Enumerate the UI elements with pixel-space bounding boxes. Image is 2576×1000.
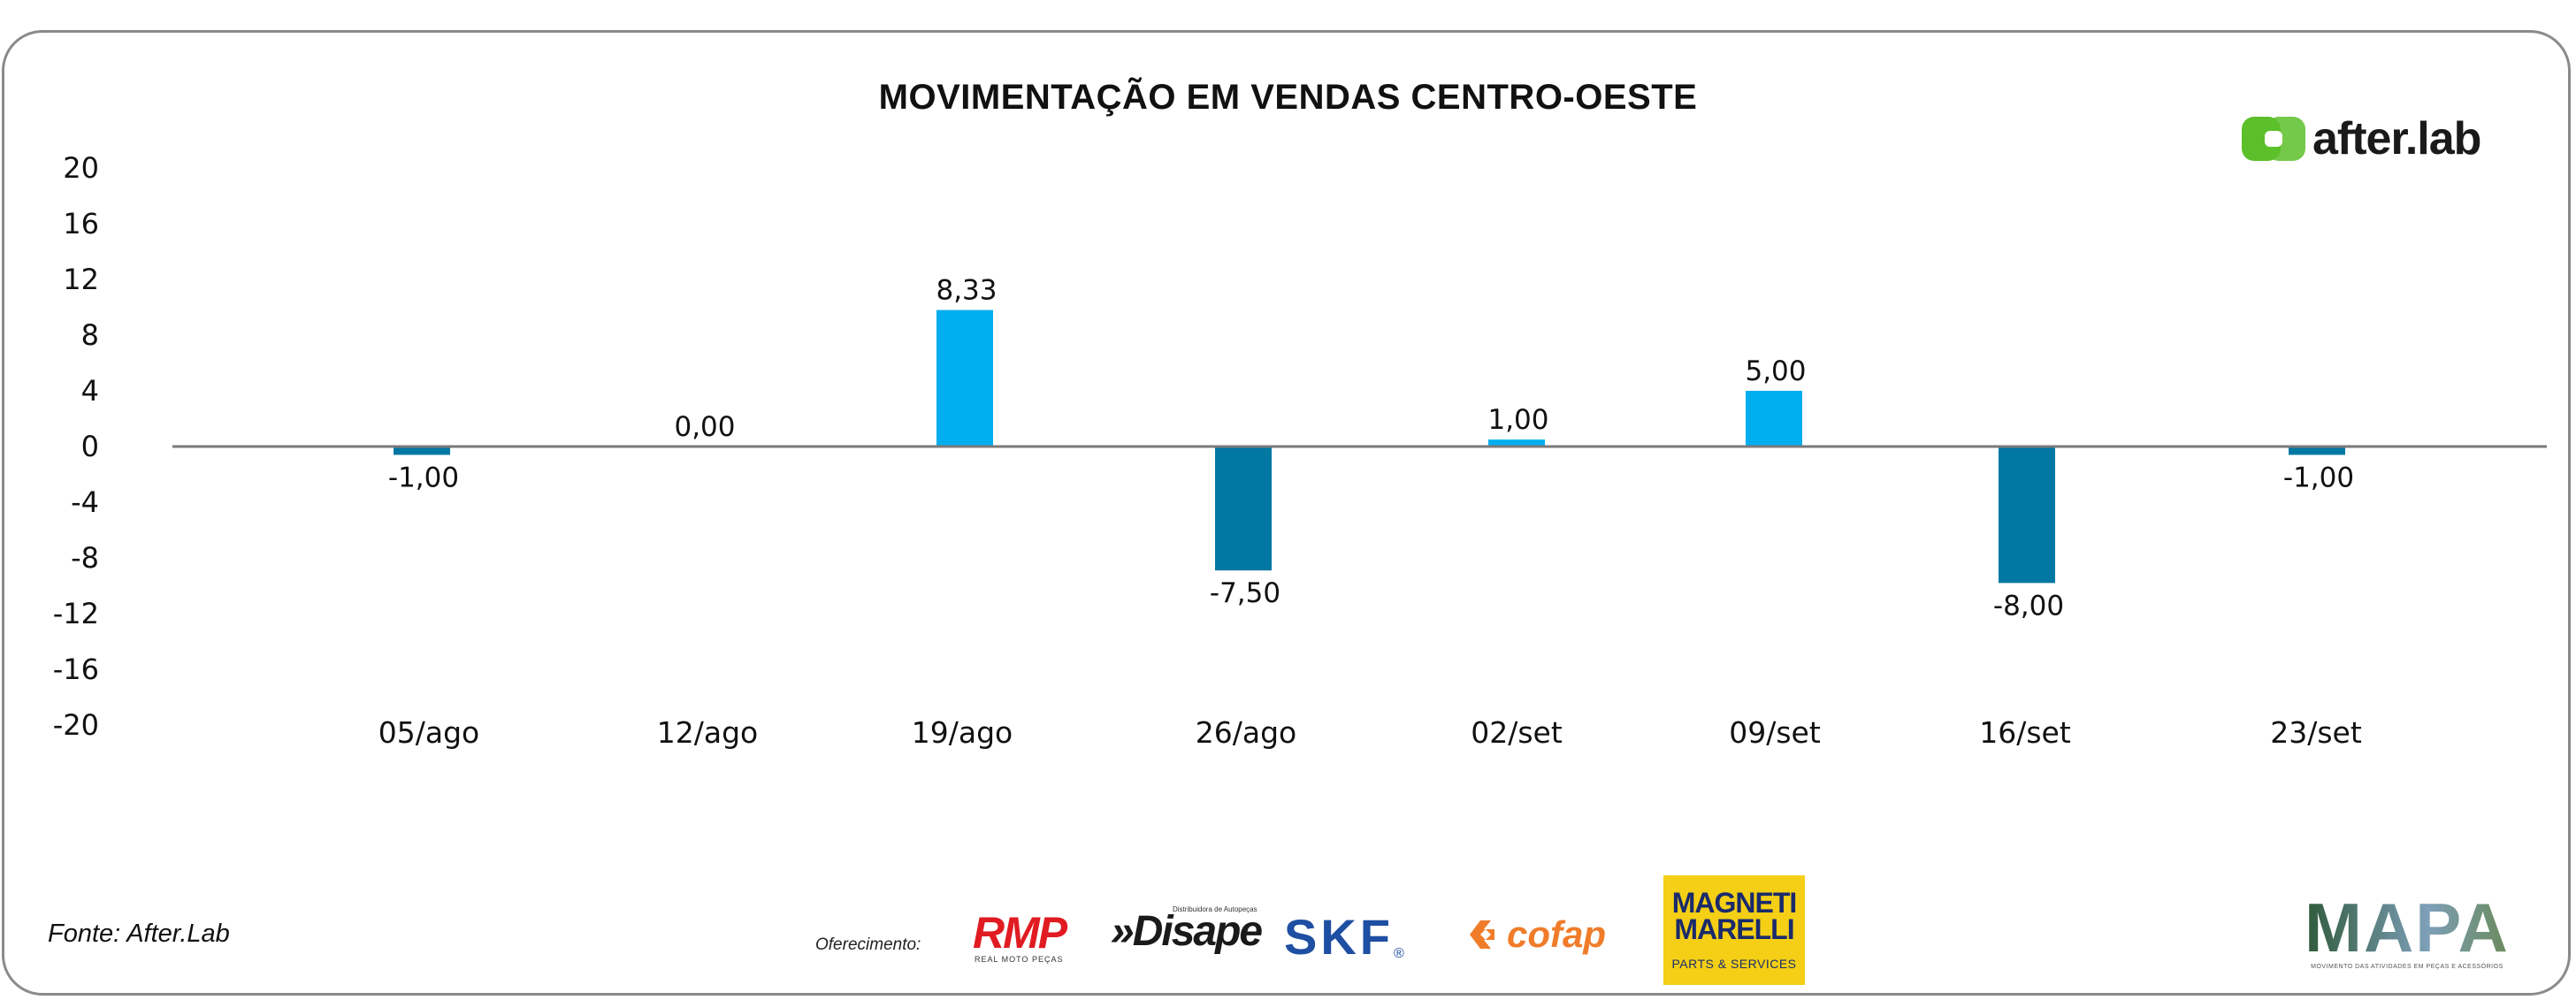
bar <box>2289 447 2345 455</box>
rmp-logo-text: RMP <box>973 908 1067 958</box>
x-axis-ticks: 05/ago 12/ago 19/ago 26/ago 02/set 09/set 16/s… <box>378 715 2362 750</box>
y-tick-label: -20 <box>53 708 99 742</box>
bar <box>936 309 993 447</box>
rmp-logo: RMP REAL MOTO PEÇAS <box>973 908 1067 964</box>
y-tick-label: -8 <box>71 541 99 575</box>
chart-title: MOVIMENTAÇÃO EM VENDAS CENTRO-OESTE <box>878 78 1698 117</box>
x-tick-label: 26/ago <box>1196 715 1296 750</box>
bar <box>1746 391 1802 447</box>
x-tick-label: 05/ago <box>378 715 479 750</box>
disape-logo-subtext: Distribuidora de Autopeças <box>1173 905 1257 913</box>
data-labels: -1,00 0,00 8,33 -7,50 1,00 5,00 -8,00 -1,00 <box>388 275 2354 622</box>
x-tick-label: 23/set <box>2270 715 2362 750</box>
cofap-logo-text: cofap <box>1507 913 1607 955</box>
data-label: 0,00 <box>674 411 735 443</box>
bar <box>394 447 450 455</box>
x-tick-label: 09/set <box>1729 715 1821 750</box>
data-label: 1,00 <box>1487 404 1548 436</box>
data-label: 8,33 <box>936 275 997 307</box>
bar <box>1215 447 1272 571</box>
bars <box>394 309 2345 584</box>
source-note: Fonte: After.Lab <box>48 920 230 948</box>
x-tick-label: 02/set <box>1471 715 1563 750</box>
skf-logo-text: SKF <box>1284 909 1394 965</box>
chart-frame <box>2 30 2571 996</box>
rmp-logo-subtext: REAL MOTO PEÇAS <box>975 955 1064 964</box>
skf-registered-mark: ® <box>1394 946 1404 961</box>
afterlab-logo-text: after.lab <box>2312 113 2481 164</box>
y-tick-label: 8 <box>81 318 99 352</box>
y-tick-label: -4 <box>71 485 99 519</box>
data-label: 5,00 <box>1745 355 1806 387</box>
y-tick-label: 4 <box>81 374 99 408</box>
bar-chart: 20 16 12 8 4 0 -4 -8 -12 -16 -20 -1,00 0,00 8,33 -7,5… <box>53 151 2547 750</box>
bar <box>1999 447 2055 584</box>
magneti-logo-subtext: PARTS & SERVICES <box>1671 957 1797 972</box>
cofap-logo-icon <box>1470 920 1494 949</box>
data-label: -1,00 <box>2283 462 2354 493</box>
data-label: -8,00 <box>1993 590 2064 622</box>
disape-logo: Distribuidora de Autopeças »Disape <box>1111 905 1263 955</box>
y-axis-ticks: 20 16 12 8 4 0 -4 -8 -12 -16 -20 <box>53 151 99 742</box>
mapa-logo-text: MAPA <box>2305 889 2510 966</box>
skf-logo: SKF® <box>1284 912 1404 962</box>
x-tick-label: 19/ago <box>912 715 1013 750</box>
y-tick-label: -16 <box>53 653 99 686</box>
magneti-marelli-logo: MAGNETI MARELLI PARTS & SERVICES <box>1663 875 1805 985</box>
y-tick-label: 0 <box>81 430 99 463</box>
mapa-logo: MAPA MOVIMENTO DAS ATIVIDADES EM PEÇAS E… <box>2305 893 2510 970</box>
y-tick-label: 20 <box>63 151 99 185</box>
x-tick-label: 16/set <box>1979 715 2071 750</box>
data-label: -1,00 <box>388 462 459 493</box>
magneti-logo-line2: MARELLI <box>1674 913 1794 945</box>
mapa-logo-subtext: MOVIMENTO DAS ATIVIDADES EM PEÇAS E ACES… <box>2311 964 2503 970</box>
afterlab-logo-icon <box>2242 117 2305 161</box>
afterlab-logo: after.lab <box>2242 112 2481 165</box>
cofap-logo: cofap <box>1468 916 1606 953</box>
y-tick-label: -12 <box>53 597 99 630</box>
data-label: -7,50 <box>1210 577 1280 609</box>
bar <box>1488 439 1545 447</box>
disape-logo-text: »Disape <box>1111 908 1263 955</box>
sponsor-label: Oferecimento: <box>815 935 921 954</box>
y-tick-label: 12 <box>63 263 99 296</box>
magneti-logo-line1: MAGNETI <box>1671 886 1798 919</box>
y-tick-label: 16 <box>63 207 99 240</box>
x-tick-label: 12/ago <box>657 715 758 750</box>
